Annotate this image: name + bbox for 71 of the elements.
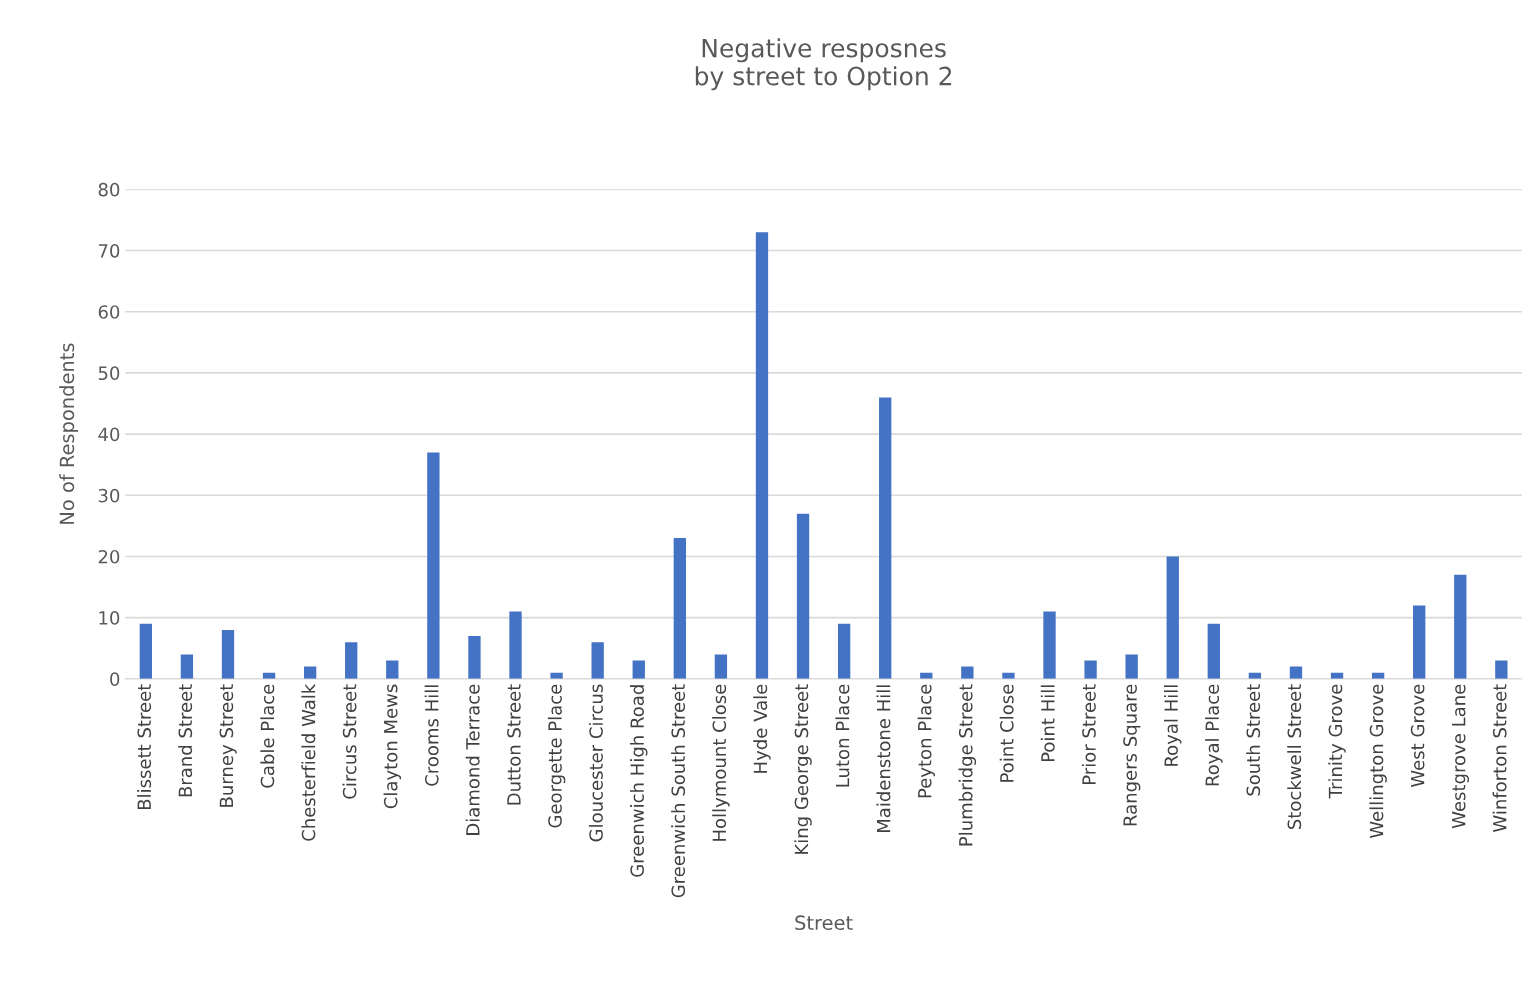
bar bbox=[632, 660, 645, 679]
x-tick-label: Winforton Street bbox=[1492, 684, 1507, 833]
x-tick-label: Cable Place bbox=[260, 684, 275, 788]
x-tick-label: Maidenstone Hill bbox=[876, 685, 891, 833]
bar bbox=[755, 232, 769, 679]
x-tick-label: Diamond Terrace bbox=[465, 684, 480, 835]
x-tick-label: Westgrove Lane bbox=[1452, 684, 1470, 829]
x-tick-label: Crooms Hill bbox=[424, 685, 439, 786]
bar bbox=[1207, 623, 1220, 679]
y-tick-label: 80 bbox=[98, 182, 120, 197]
y-tick-label: 70 bbox=[98, 243, 120, 258]
x-tick-label: Royal Hill bbox=[1164, 685, 1182, 766]
x-tick-label: King George Street bbox=[794, 684, 812, 854]
x-tick-label: Wellington Grove bbox=[1369, 684, 1387, 839]
x-tick-label: Luton Place bbox=[835, 684, 850, 787]
bar bbox=[139, 623, 152, 679]
y-tick-label: 30 bbox=[98, 488, 120, 503]
bar bbox=[673, 538, 686, 679]
x-tick-label: Prior Street bbox=[1081, 684, 1096, 785]
x-axis-title: Street bbox=[795, 915, 853, 931]
y-tick-label: 20 bbox=[98, 549, 120, 564]
bar bbox=[1495, 660, 1508, 679]
x-tick-label: Point Close bbox=[999, 684, 1014, 782]
bar bbox=[1125, 654, 1138, 679]
x-tick-label: Brand Street bbox=[178, 684, 193, 797]
bar bbox=[837, 623, 851, 679]
bar bbox=[796, 513, 810, 679]
bar bbox=[714, 654, 728, 679]
bar bbox=[961, 666, 974, 679]
x-tick-label: Clayton Mews bbox=[383, 684, 402, 809]
bar bbox=[221, 629, 235, 679]
bar bbox=[509, 611, 522, 679]
x-tick-label: Peyton Place bbox=[917, 684, 936, 798]
x-tick-label: Hyde Vale bbox=[753, 684, 771, 773]
x-tick-label: Trinity Grove bbox=[1328, 684, 1346, 799]
x-tick-label: Gloucester Circus bbox=[588, 684, 603, 842]
bar bbox=[879, 397, 892, 679]
x-tick-label: Plumbridge Street bbox=[958, 684, 977, 846]
bar bbox=[345, 642, 358, 679]
bar bbox=[386, 660, 399, 679]
x-tick-label: Blissett Street bbox=[137, 684, 152, 810]
x-tick-label: Greenwich South Street bbox=[671, 684, 686, 898]
x-tick-label: Georgette Place bbox=[547, 684, 566, 828]
x-tick-label: Point Hill bbox=[1040, 685, 1055, 762]
y-tick-label: 40 bbox=[98, 427, 120, 442]
x-tick-label: Stockwell Street bbox=[1287, 684, 1302, 829]
y-tick-label: 10 bbox=[99, 611, 120, 625]
x-tick-label: Burney Street bbox=[219, 684, 237, 807]
x-tick-label: South Street bbox=[1246, 684, 1261, 796]
bar bbox=[1413, 605, 1426, 679]
x-tick-label: Circus Street bbox=[342, 684, 357, 799]
x-tick-label: Dutton Street bbox=[507, 684, 521, 805]
bar bbox=[180, 654, 194, 679]
bar bbox=[1454, 574, 1467, 679]
y-tick-label: 0 bbox=[110, 672, 120, 686]
x-tick-label: Rangers Square bbox=[1123, 684, 1141, 826]
x-tick-label: West Grove bbox=[1410, 684, 1425, 788]
bar bbox=[1043, 611, 1056, 679]
y-axis-title: No of Respondents bbox=[59, 343, 79, 524]
chart-title: Negative resposnes by street to Option 2 bbox=[695, 38, 952, 91]
x-tick-label: Greenwich High Road bbox=[630, 685, 648, 877]
y-tick-label: 60 bbox=[98, 305, 120, 319]
x-tick-label: Hollymount Close bbox=[712, 684, 730, 841]
bar bbox=[427, 452, 440, 679]
x-tick-label: Royal Place bbox=[1205, 684, 1223, 786]
bar bbox=[468, 636, 481, 679]
bar bbox=[1084, 660, 1097, 679]
bar bbox=[1166, 556, 1179, 679]
x-tick-label: Chesterfield Walk bbox=[301, 683, 316, 841]
bar bbox=[591, 642, 604, 679]
y-tick-label: 50 bbox=[98, 366, 120, 381]
